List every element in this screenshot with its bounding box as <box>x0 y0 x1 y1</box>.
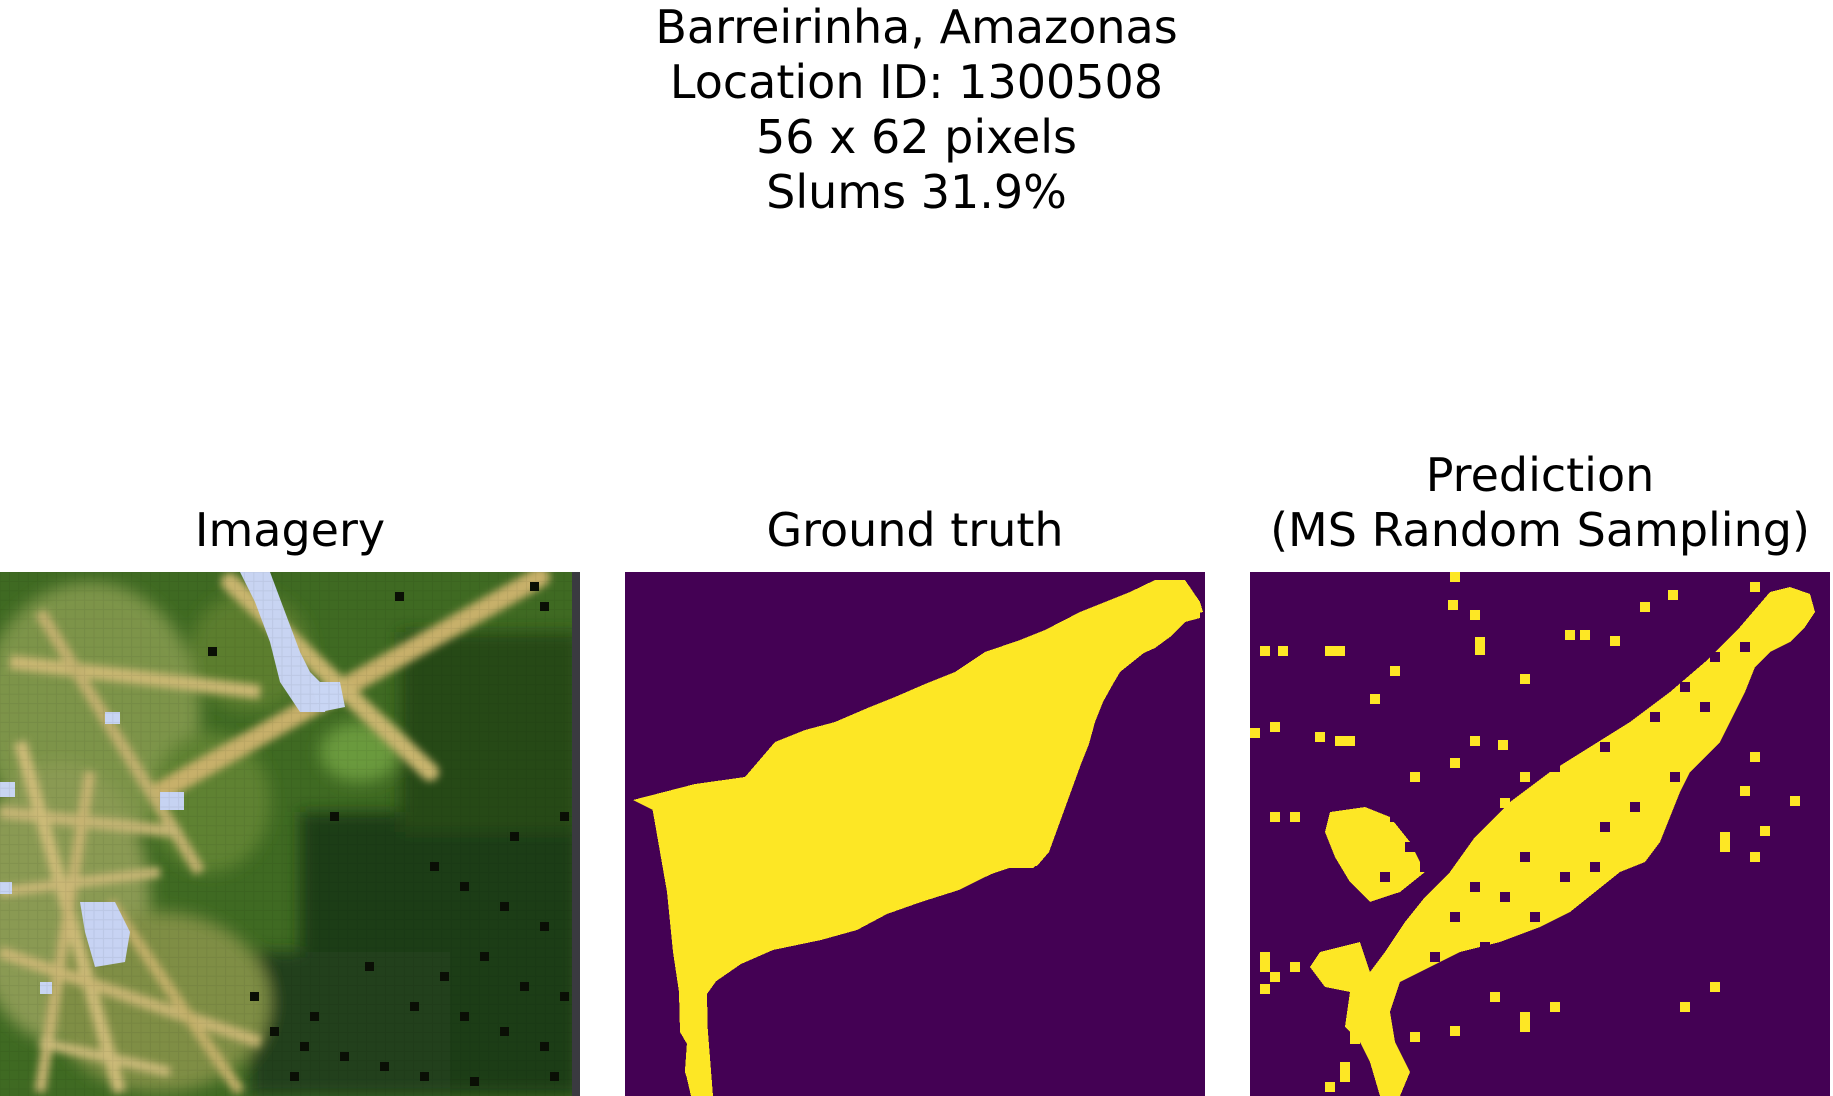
predicted-slum-lower <box>1325 807 1425 902</box>
figure-title-location: Barreirinha, Amazonas <box>655 0 1178 54</box>
predicted-slum-region <box>1345 587 1815 1096</box>
predicted-slum-left <box>1310 942 1370 992</box>
ground-truth-panel <box>625 572 1205 1096</box>
prediction-panel <box>1250 572 1830 1096</box>
predicted-nonslum-holes <box>1380 642 1750 962</box>
imagery-title: Imagery <box>194 503 386 557</box>
prediction-mask <box>1250 572 1830 1096</box>
figure-title: Barreirinha, Amazonas Location ID: 13005… <box>0 0 1833 220</box>
prediction-title-line-1: Prediction <box>1425 448 1655 502</box>
ground-truth-title: Ground truth <box>766 503 1064 557</box>
figure-title-size: 56 x 62 pixels <box>756 110 1077 164</box>
prediction-title-line-2: (MS Random Sampling) <box>1270 503 1810 557</box>
imagery-image <box>0 572 580 1096</box>
figure-title-slums: Slums 31.9% <box>766 165 1067 219</box>
slum-area-top <box>625 572 1205 800</box>
slum-area-fill <box>633 580 1203 1096</box>
predicted-slum-speckles <box>1250 572 1800 1092</box>
prediction-title: Prediction (MS Random Sampling) <box>1200 448 1833 558</box>
ground-truth-mask <box>625 572 1205 1096</box>
pixel-grid <box>0 572 580 1096</box>
image-edge <box>572 572 580 1096</box>
imagery-panel <box>0 572 580 1096</box>
figure-title-location-id: Location ID: 1300508 <box>669 55 1164 109</box>
